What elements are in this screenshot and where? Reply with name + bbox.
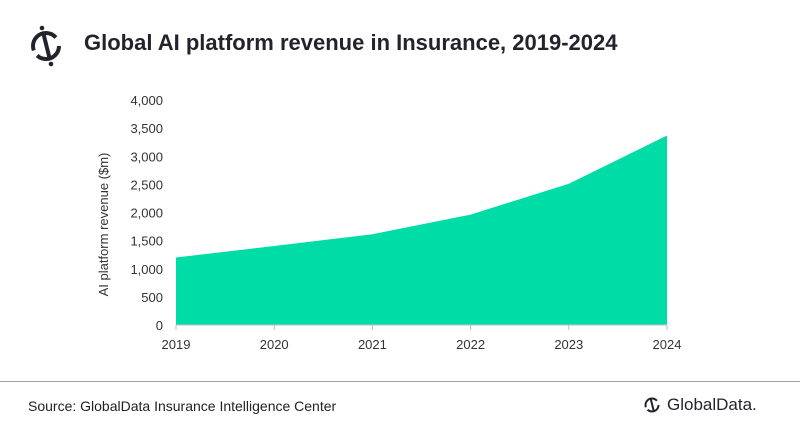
chart-title: Global AI platform revenue in Insurance,…	[84, 30, 618, 55]
footer-divider	[0, 381, 800, 382]
x-tick-label: 2020	[260, 337, 289, 352]
y-tick-label: 1,500	[130, 234, 163, 249]
y-tick-label: 2,000	[130, 206, 163, 221]
x-tick-label: 2024	[653, 337, 682, 352]
area-chart: 0 500 1,000 1,500 2,000 2,500 3,000 3,500 4,000 2…	[96, 93, 682, 352]
y-tick-label: 500	[141, 290, 163, 305]
source-text: Source: GlobalData Insurance Intelligenc…	[28, 398, 337, 414]
globaldata-logo-icon	[31, 25, 61, 67]
globaldata-small-logo-icon	[644, 397, 660, 413]
y-tick-label: 2,500	[130, 177, 163, 192]
x-tick-label: 2019	[162, 337, 191, 352]
brand-logo: GlobalData.	[643, 394, 757, 416]
area-series	[176, 135, 667, 325]
x-tick-label: 2021	[358, 337, 387, 352]
brand-name: GlobalData.	[667, 395, 757, 414]
x-tick-label: 2022	[456, 337, 485, 352]
y-tick-label: 4,000	[130, 93, 163, 108]
y-axis-label: AI platform revenue ($m)	[96, 153, 111, 297]
y-tick-label: 3,000	[130, 149, 163, 164]
y-tick-label: 3,500	[130, 121, 163, 136]
y-tick-label: 1,000	[130, 262, 163, 277]
y-tick-label: 0	[156, 318, 163, 333]
x-tick-label: 2023	[554, 337, 583, 352]
